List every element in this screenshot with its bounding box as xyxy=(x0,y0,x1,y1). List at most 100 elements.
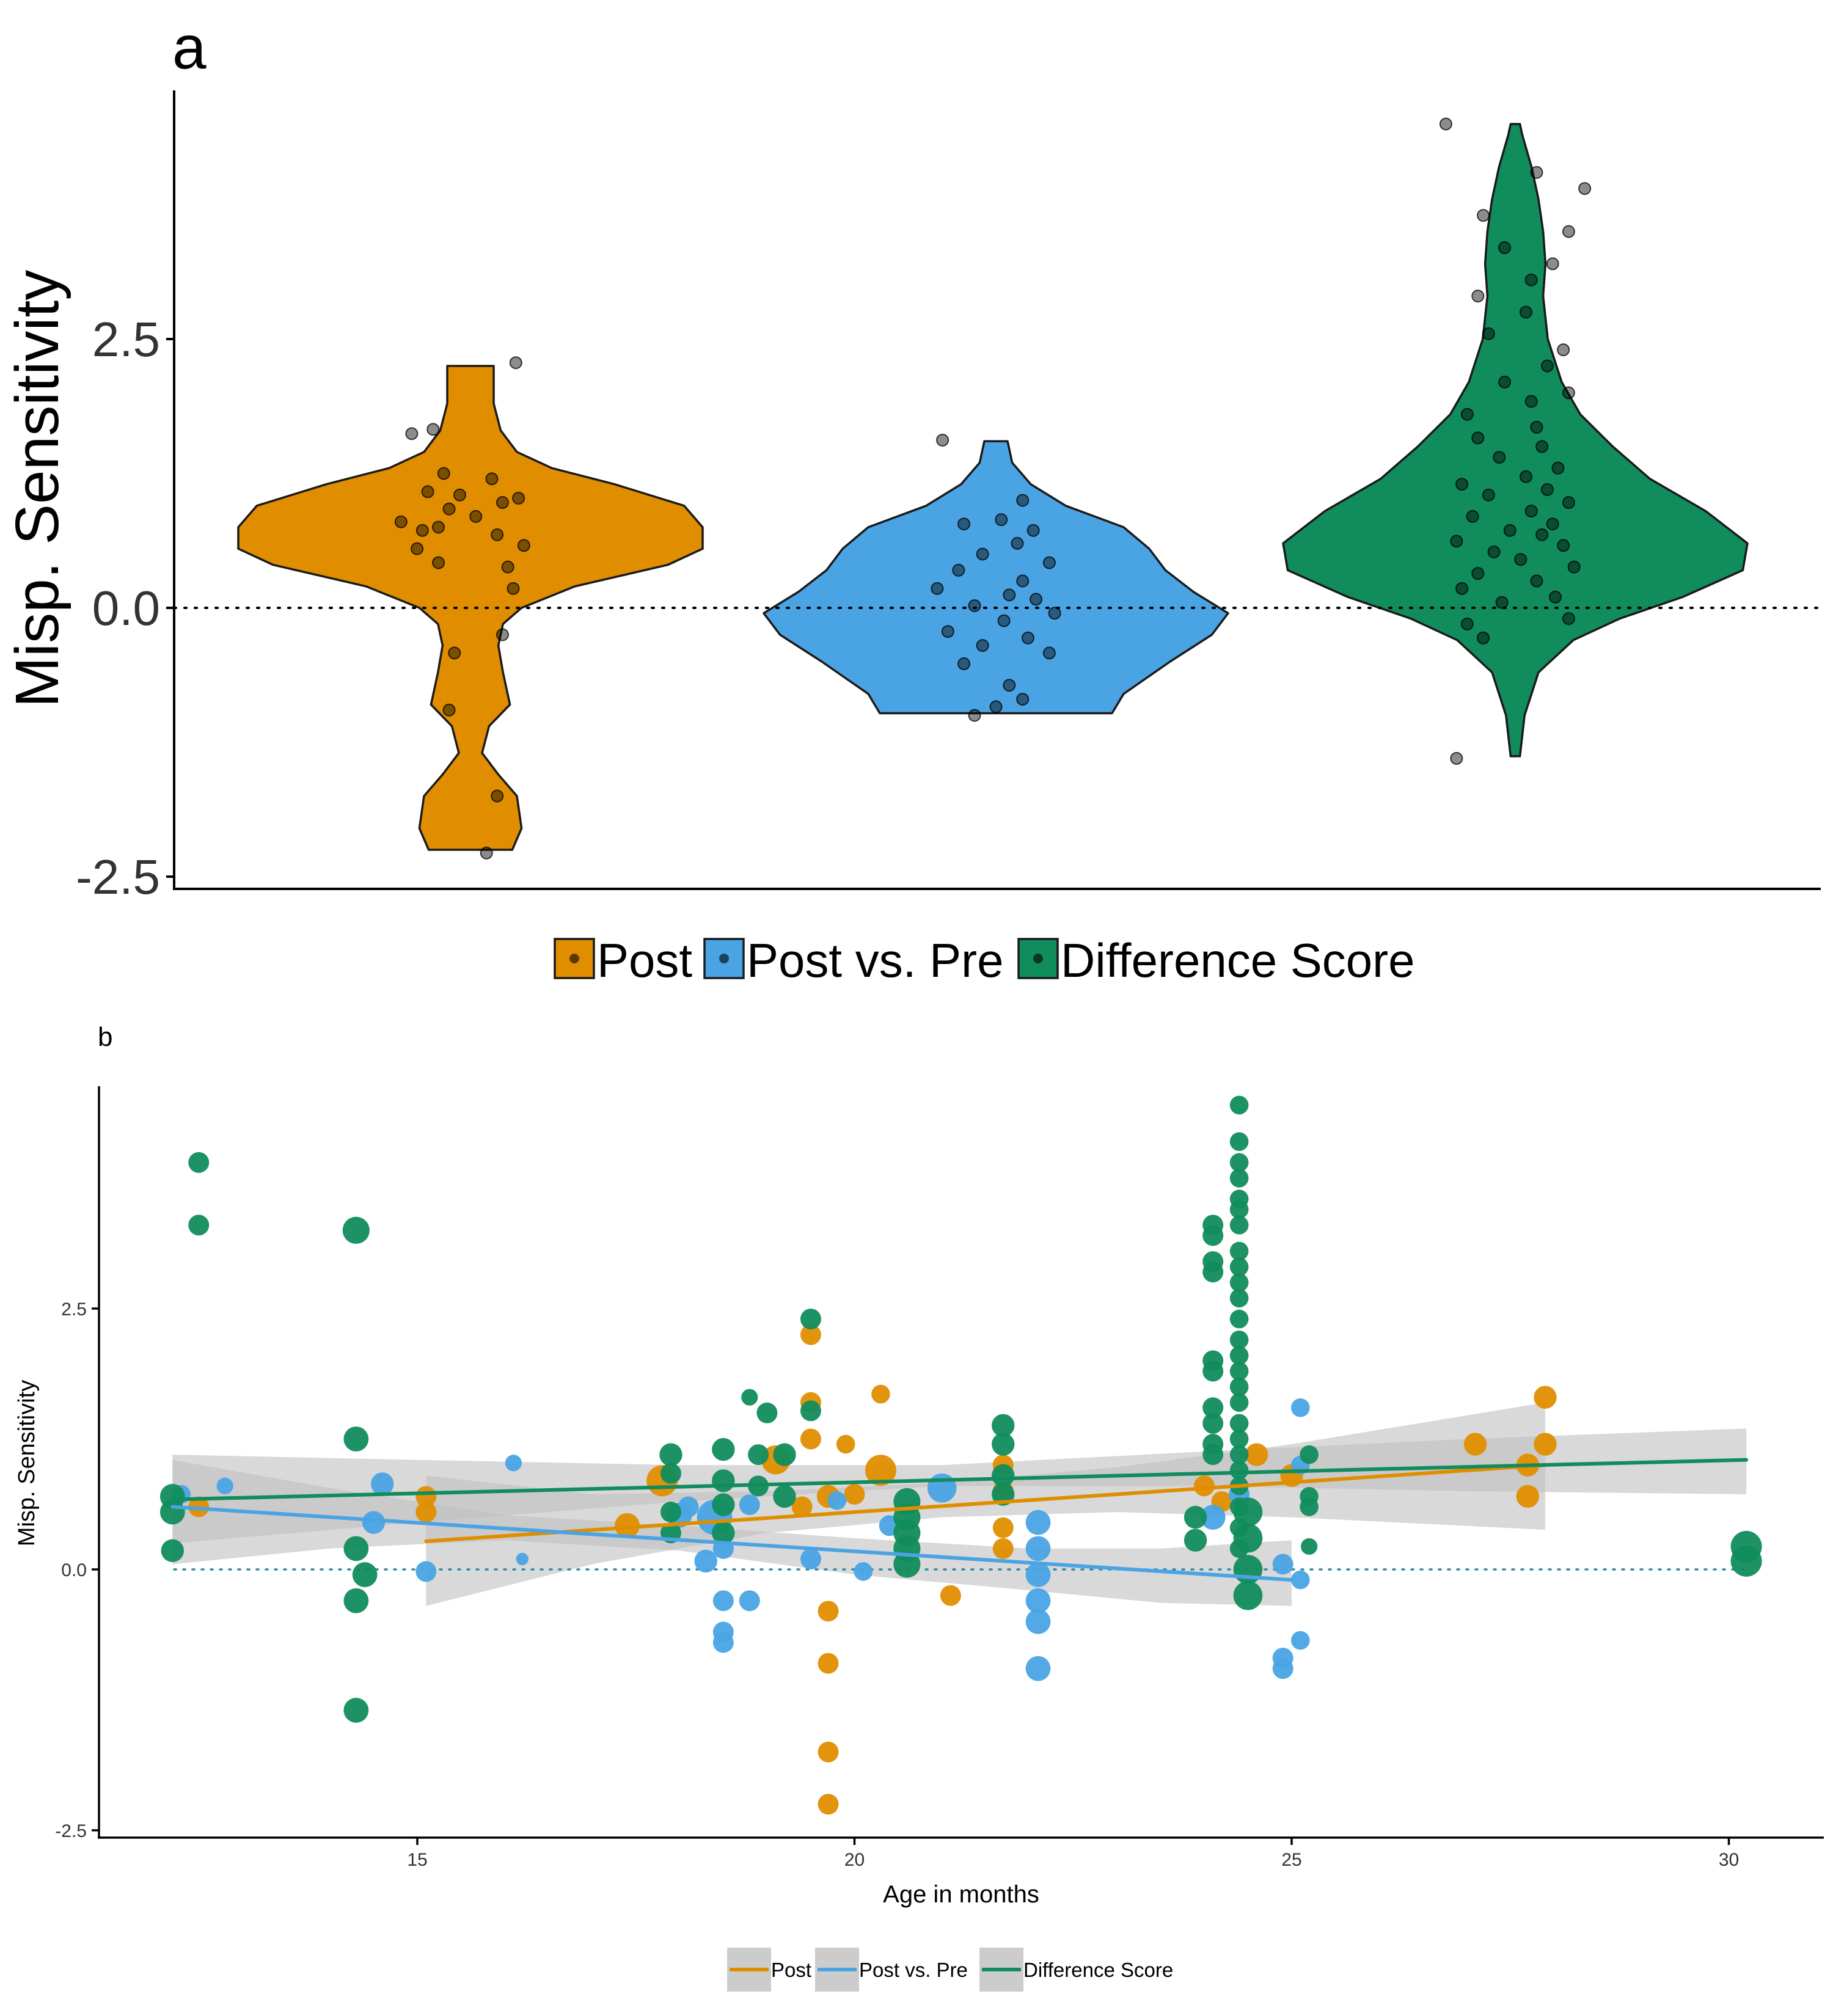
scatter-point-post-vs-pre xyxy=(927,1473,957,1503)
scatter-point-post-vs-pre xyxy=(739,1494,760,1516)
scatter-point-difference xyxy=(352,1562,378,1587)
x-tick-label: 30 xyxy=(1719,1850,1739,1870)
scatter-point-post xyxy=(1516,1485,1540,1508)
jitter-point-post xyxy=(512,491,525,505)
jitter-point-difference xyxy=(1519,470,1532,483)
jitter-point-difference xyxy=(1498,375,1512,389)
panel-a-y-axis-label: Misp. Sensitivity xyxy=(3,270,71,708)
y-tick-label: -2.5 xyxy=(76,850,160,904)
scatter-point-difference xyxy=(992,1464,1015,1487)
scatter-point-difference xyxy=(660,1463,681,1484)
scatter-point-post xyxy=(1534,1386,1557,1409)
scatter-point-difference xyxy=(1229,1461,1249,1480)
legend-point-icon xyxy=(719,954,729,963)
jitter-point-difference xyxy=(1460,617,1474,630)
scatter-point-post xyxy=(1245,1443,1268,1466)
legend-label-post-vs-pre: Post vs. Pre xyxy=(859,1959,968,1981)
scatter-point-difference xyxy=(343,1426,369,1452)
jitter-point-difference xyxy=(1557,343,1570,357)
scatter-point-difference xyxy=(1202,1397,1224,1419)
jitter-point-post-vs-pre xyxy=(941,625,954,638)
scatter-point-post xyxy=(615,1513,640,1538)
scatter-point-difference xyxy=(1229,1200,1249,1219)
legend-label-post-vs-pre: Post vs. Pre xyxy=(747,933,1003,987)
jitter-point-post xyxy=(501,560,514,574)
jitter-point-difference xyxy=(1471,431,1485,445)
jitter-point-difference xyxy=(1557,539,1570,552)
scatter-point-difference xyxy=(756,1402,778,1423)
scatter-point-post xyxy=(800,1324,821,1345)
legend-point-icon xyxy=(569,954,579,963)
panel-a-legend: Post Post vs. Pre Difference Score xyxy=(554,933,1415,987)
panel-b-label: b xyxy=(98,1022,112,1052)
scatter-point-post-vs-pre xyxy=(827,1491,847,1510)
jitter-point-difference xyxy=(1535,440,1549,453)
jitter-point-post xyxy=(411,542,424,555)
scatter-point-difference xyxy=(1229,1095,1249,1115)
scatter-point-difference xyxy=(992,1414,1015,1437)
trend-line-post-vs-pre xyxy=(170,1505,1293,1582)
scatter-point-difference xyxy=(343,1588,369,1613)
trend-line-difference xyxy=(170,1458,1749,1502)
panel-a-y-ticks: 2.5 0.0 -2.5 xyxy=(76,312,174,904)
jitter-point-post xyxy=(509,356,522,370)
scatter-point-difference xyxy=(741,1389,758,1406)
scatter-point-post xyxy=(865,1455,896,1486)
jitter-point-post-vs-pre xyxy=(1026,524,1040,537)
jitter-point-post xyxy=(491,528,504,541)
jitter-point-post-vs-pre xyxy=(957,657,971,671)
jitter-point-post-vs-pre xyxy=(1011,536,1024,550)
scatter-point-difference xyxy=(343,1698,369,1723)
scatter-point-post-vs-pre xyxy=(1025,1588,1051,1613)
jitter-point-post-vs-pre xyxy=(989,700,1003,714)
scatter-point-difference xyxy=(1202,1360,1224,1382)
jitter-point-difference xyxy=(1551,461,1565,475)
legend-swatch-difference xyxy=(1017,938,1059,979)
jitter-point-difference xyxy=(1524,505,1538,518)
jitter-point-post-vs-pre xyxy=(931,582,944,595)
jitter-point-post-vs-pre xyxy=(968,599,981,612)
scatter-point-post-vs-pre xyxy=(1025,1536,1051,1561)
scatter-point-difference xyxy=(161,1539,185,1562)
y-tick-label: 0.0 xyxy=(61,1560,87,1580)
jitter-point-post-vs-pre xyxy=(1042,646,1056,660)
scatter-point-difference xyxy=(1233,1555,1263,1584)
jitter-point-post xyxy=(437,467,450,480)
scatter-point-difference xyxy=(1229,1330,1249,1349)
scatter-point-difference xyxy=(712,1493,735,1516)
jitter-point-post-vs-pre xyxy=(997,614,1011,627)
scatter-point-difference xyxy=(1202,1225,1224,1246)
scatter-point-difference xyxy=(773,1485,796,1508)
jitter-point-difference xyxy=(1514,553,1528,566)
jitter-point-difference xyxy=(1439,117,1452,131)
jitter-point-difference xyxy=(1524,395,1538,408)
scatter-point-post-vs-pre xyxy=(415,1561,437,1582)
scatter-point-post-vs-pre xyxy=(800,1548,821,1569)
jitter-point-difference xyxy=(1487,545,1501,558)
legend-label-post: Post xyxy=(771,1959,811,1981)
jitter-point-difference xyxy=(1471,290,1485,303)
jitter-point-difference xyxy=(1471,567,1485,580)
scatter-point-post-vs-pre xyxy=(516,1552,529,1566)
jitter-point-difference xyxy=(1540,483,1554,496)
jitter-point-difference xyxy=(1549,590,1562,604)
scatter-point-difference xyxy=(800,1309,821,1330)
jitter-point-post xyxy=(421,485,434,499)
legend-label-difference: Difference Score xyxy=(1061,933,1415,987)
scatter-point-post-vs-pre xyxy=(1291,1570,1310,1590)
scatter-point-difference xyxy=(1229,1216,1249,1235)
jitter-point-post-vs-pre xyxy=(1016,693,1030,706)
jitter-point-difference xyxy=(1519,305,1532,319)
scatter-point-difference xyxy=(712,1437,735,1461)
jitter-point-difference xyxy=(1562,225,1575,238)
confidence-band-difference xyxy=(172,1428,1747,1544)
panel-a: a 2.5 0.0 -2.5 Misp. Sensitivity Post Post … xyxy=(3,13,1822,987)
jitter-point-post xyxy=(426,423,440,436)
jitter-point-post-vs-pre xyxy=(995,513,1008,527)
jitter-point-difference xyxy=(1530,166,1543,179)
jitter-point-difference xyxy=(1498,241,1512,254)
panel-a-violins xyxy=(237,123,1749,851)
panel-b-points xyxy=(159,1095,1762,1815)
jitter-point-post xyxy=(453,488,467,502)
scatter-point-difference xyxy=(1202,1412,1224,1434)
